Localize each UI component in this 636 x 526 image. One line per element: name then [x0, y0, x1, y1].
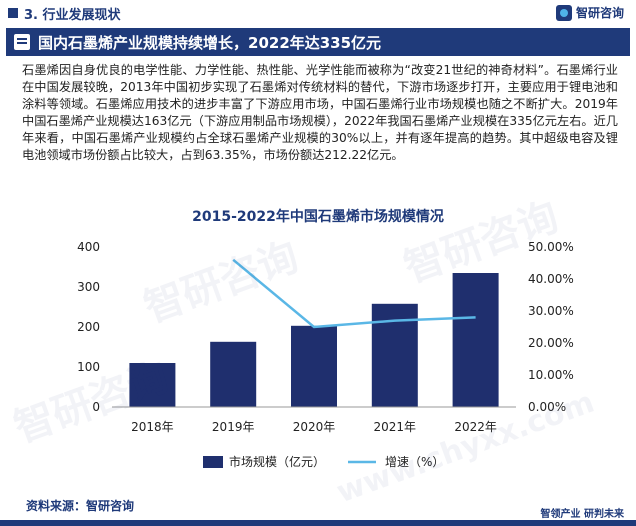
x-tick-label: 2022年: [454, 420, 497, 434]
chart-title: 2015-2022年中国石墨烯市场规模情况: [192, 209, 444, 225]
brand-logo-icon: [555, 4, 572, 21]
bar-2022年: [452, 273, 499, 407]
brand-logo-text: 智研咨询: [575, 6, 624, 20]
y-left-tick-label: 300: [77, 280, 100, 294]
title-bar: 国内石墨烯产业规模持续增长，2022年达335亿元: [6, 28, 630, 56]
y-left-tick-label: 400: [77, 240, 100, 254]
section-square-icon: [8, 8, 18, 18]
document-icon: [14, 34, 30, 50]
y-left-tick-label: 0: [92, 400, 100, 414]
source-note: 资料来源：智研咨询: [26, 499, 135, 513]
bar-2018年: [129, 363, 176, 407]
footer-slogan: 智领产业 研判未来: [540, 509, 624, 520]
page-title: 国内石墨烯产业规模持续增长，2022年达335亿元: [38, 34, 382, 52]
legend-line-label: 增速（%）: [385, 455, 444, 469]
legend-bar-swatch: [203, 456, 223, 468]
x-tick-label: 2021年: [374, 420, 417, 434]
bar-2020年: [291, 325, 337, 407]
y-right-tick-label: 0.00%: [528, 400, 566, 414]
x-tick-label: 2019年: [212, 420, 255, 434]
legend-bar-label: 市场规模（亿元）: [229, 454, 325, 469]
top-header: 3. 行业发展现状 智研咨询: [0, 0, 636, 26]
market-size-chart: 0 100 200 300 400 0.00% 10.00% 20.00% 30.00% 40.0…: [77, 240, 574, 469]
bottom-rule: [0, 520, 636, 526]
y-left-tick-label: 200: [77, 320, 100, 334]
y-right-tick-label: 50.00%: [528, 240, 574, 254]
body-paragraph: 石墨烯因自身优良的电学性能、力学性能、热性能、光学性能而被称为“改变21世纪的神…: [22, 63, 618, 162]
y-right-tick-label: 40.00%: [528, 272, 574, 286]
brand-logo: 智研咨询: [555, 4, 624, 21]
y-right-tick-label: 10.00%: [528, 368, 574, 382]
growth-rate-line: [232, 258, 476, 329]
y-left-tick-label: 100: [77, 360, 100, 374]
x-tick-label: 2020年: [293, 420, 336, 434]
y-right-tick-label: 30.00%: [528, 304, 574, 318]
section-label: 3. 行业发展现状: [24, 8, 121, 23]
bar-2019年: [210, 341, 257, 407]
y-right-tick-label: 20.00%: [528, 336, 574, 350]
x-tick-label: 2018年: [131, 420, 174, 434]
